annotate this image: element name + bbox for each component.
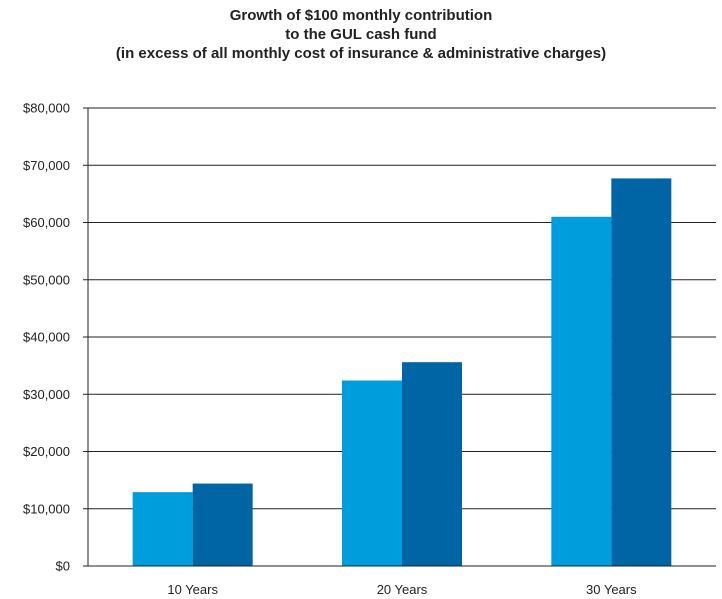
bar-series-2 [192,483,253,566]
y-tick-label: $50,000 [23,272,70,287]
y-tick-label: $10,000 [23,501,70,516]
axes [83,107,716,567]
bar-series-2 [611,178,672,567]
y-tick-label: $0 [56,559,70,574]
chart-title-line-1: Growth of $100 monthly contribution [229,7,493,24]
chart-title-line-2: to the GUL cash fund [285,26,437,43]
y-tick-label: $60,000 [23,215,70,230]
bar-series-1 [342,380,402,566]
y-tick-label: $40,000 [23,330,70,345]
x-tick-label: 20 Years [377,582,428,597]
x-tick-label: 30 Years [586,582,637,597]
bar-series-1 [551,216,612,566]
y-tick-label: $70,000 [23,158,70,173]
y-tick-label: $80,000 [23,101,70,116]
bar-series-2 [402,362,462,566]
bars [132,178,672,567]
y-tick-label: $30,000 [23,387,70,402]
chart-title: Growth of $100 monthly contribution to t… [0,6,722,63]
y-tick-label: $20,000 [23,444,70,459]
y-tick-labels: $0 $10,000 $20,000 $30,000 $40,000 $50,000 $60… [23,101,70,574]
x-tick-labels: 10 Years 20 Years 30 Years [167,582,637,597]
bar-series-1 [132,492,193,566]
x-tick-label: 10 Years [167,582,218,597]
chart-title-line-3: (in excess of all monthly cost of insura… [115,45,607,62]
